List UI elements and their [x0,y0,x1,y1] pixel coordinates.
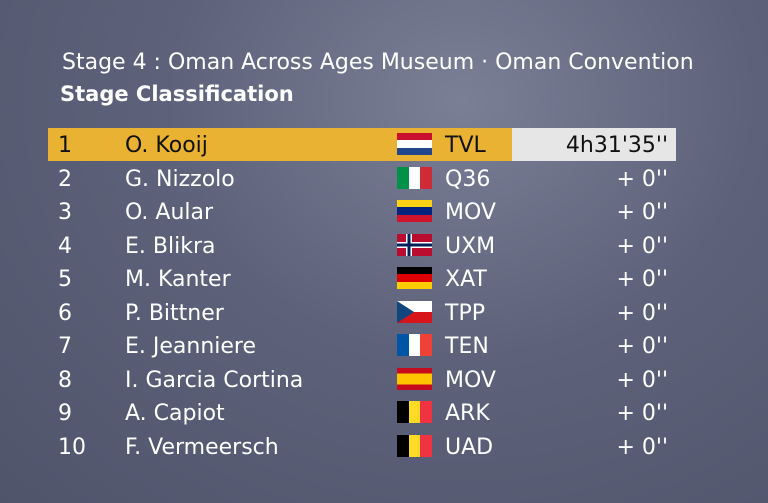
time-gap: + 0'' [616,334,668,359]
rider-name: O. Kooij [125,133,208,158]
rank: 5 [58,267,72,292]
team-code: XAT [445,267,487,292]
result-row: 10 F. Vermeersch UAD + 0'' [48,430,676,463]
result-row: 1 O. Kooij TVL 4h31'35'' [48,128,676,161]
flag [397,434,432,457]
result-row: 9 A. Capiot ARK + 0'' [48,396,676,429]
time-gap: + 0'' [616,367,668,393]
time-gap: 4h31'35'' [512,128,676,161]
flag [397,233,432,256]
time-gap: + 0'' [616,434,668,460]
rank: 7 [58,334,72,359]
rider-name: A. Capiot [125,401,225,426]
result-row: 8 I. Garcia Cortina MOV + 0'' [48,363,676,396]
team-code: TEN [445,334,489,359]
rank: 1 [58,133,72,158]
flag [397,401,432,423]
team-code: UAD [445,434,494,460]
result-row: 5 M. Kanter XAT + 0'' [48,262,676,295]
result-row: 6 P. Bittner TPP + 0'' [48,296,676,329]
time-gap: + 0'' [616,233,668,259]
rank: 4 [58,233,72,259]
rider-name: E. Blikra [125,233,216,259]
time-gap: + 0'' [616,267,668,292]
team-code: TVL [445,133,486,158]
team-code: TPP [445,300,485,326]
time-gap: + 0'' [616,401,668,426]
classification-title: Stage Classification [60,82,294,106]
team-code: MOV [445,367,496,393]
time-gap: + 0'' [616,200,668,225]
rider-name: P. Bittner [125,300,224,326]
flag [397,267,432,289]
team-code: ARK [445,401,490,426]
flag [397,200,432,222]
team-code: MOV [445,200,496,225]
rider-name: G. Nizzolo [125,166,235,192]
time-gap: + 0'' [616,166,668,192]
result-row: 7 E. Jeanniere TEN + 0'' [48,329,676,362]
flag [397,300,432,323]
rank: 10 [58,434,86,460]
flag [397,334,432,356]
rank: 3 [58,200,72,225]
stage-title: Stage 4 : Oman Across Ages Museum · Oman… [62,50,694,75]
rank: 2 [58,166,72,192]
team-code: Q36 [445,166,491,192]
rank: 9 [58,401,72,426]
flag [397,367,432,390]
team-code: UXM [445,233,496,259]
rider-name: O. Aular [125,200,214,225]
flag [397,133,432,155]
flag [397,166,432,189]
result-row: 2 G. Nizzolo Q36 + 0'' [48,162,676,195]
result-row: 3 O. Aular MOV + 0'' [48,195,676,228]
rider-name: I. Garcia Cortina [125,367,304,393]
rider-name: M. Kanter [125,267,231,292]
time-gap: + 0'' [616,300,668,326]
rank: 8 [58,367,72,393]
rider-name: E. Jeanniere [125,334,257,359]
rider-name: F. Vermeersch [125,434,279,460]
result-row: 4 E. Blikra UXM + 0'' [48,229,676,262]
rank: 6 [58,300,72,326]
